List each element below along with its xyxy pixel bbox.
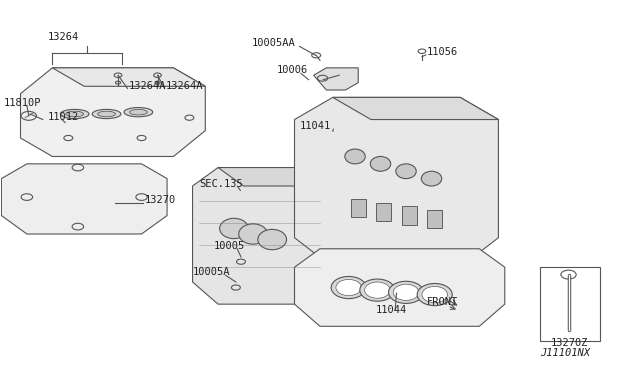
- Text: 10005A: 10005A: [193, 267, 230, 278]
- Text: 13264A: 13264A: [129, 81, 166, 91]
- Text: 13264A: 13264A: [166, 81, 204, 91]
- Ellipse shape: [422, 286, 447, 303]
- Text: 10005: 10005: [214, 241, 245, 251]
- Ellipse shape: [98, 111, 115, 117]
- Polygon shape: [1, 164, 167, 234]
- Ellipse shape: [345, 149, 365, 164]
- Polygon shape: [20, 68, 205, 157]
- Text: 10006: 10006: [276, 65, 308, 76]
- Bar: [351, 199, 366, 217]
- Polygon shape: [52, 68, 205, 86]
- Ellipse shape: [394, 284, 419, 301]
- Polygon shape: [294, 97, 499, 267]
- Polygon shape: [193, 167, 333, 304]
- Ellipse shape: [421, 171, 442, 186]
- Ellipse shape: [417, 283, 452, 306]
- Polygon shape: [218, 167, 333, 186]
- Bar: [401, 206, 417, 225]
- Ellipse shape: [365, 282, 390, 298]
- Bar: [376, 203, 392, 221]
- Text: 13264: 13264: [47, 32, 79, 42]
- Ellipse shape: [336, 279, 362, 296]
- Ellipse shape: [129, 109, 147, 115]
- Text: 11041: 11041: [300, 121, 331, 131]
- Ellipse shape: [331, 276, 366, 299]
- Bar: [540, 267, 600, 341]
- Text: FRONT: FRONT: [427, 297, 458, 307]
- Text: SEC.135: SEC.135: [199, 179, 243, 189]
- Ellipse shape: [371, 157, 391, 171]
- Ellipse shape: [124, 108, 153, 117]
- Ellipse shape: [220, 218, 248, 238]
- Ellipse shape: [258, 230, 287, 250]
- Text: 11056: 11056: [427, 47, 458, 57]
- Text: 10005AA: 10005AA: [252, 38, 296, 48]
- Ellipse shape: [396, 164, 416, 179]
- Text: 11810P: 11810P: [3, 97, 41, 108]
- Text: 13270Z: 13270Z: [550, 337, 588, 347]
- Text: J11101NX: J11101NX: [540, 348, 590, 358]
- Polygon shape: [333, 97, 499, 119]
- Polygon shape: [294, 249, 505, 326]
- Text: 11044: 11044: [376, 305, 406, 315]
- Ellipse shape: [239, 224, 268, 244]
- Ellipse shape: [60, 109, 89, 119]
- Ellipse shape: [66, 111, 84, 117]
- Polygon shape: [314, 68, 358, 90]
- Text: 13270: 13270: [145, 195, 176, 205]
- Text: 11012: 11012: [47, 112, 79, 122]
- Ellipse shape: [92, 109, 121, 119]
- Ellipse shape: [360, 279, 395, 301]
- Ellipse shape: [388, 281, 424, 304]
- Bar: [427, 210, 442, 228]
